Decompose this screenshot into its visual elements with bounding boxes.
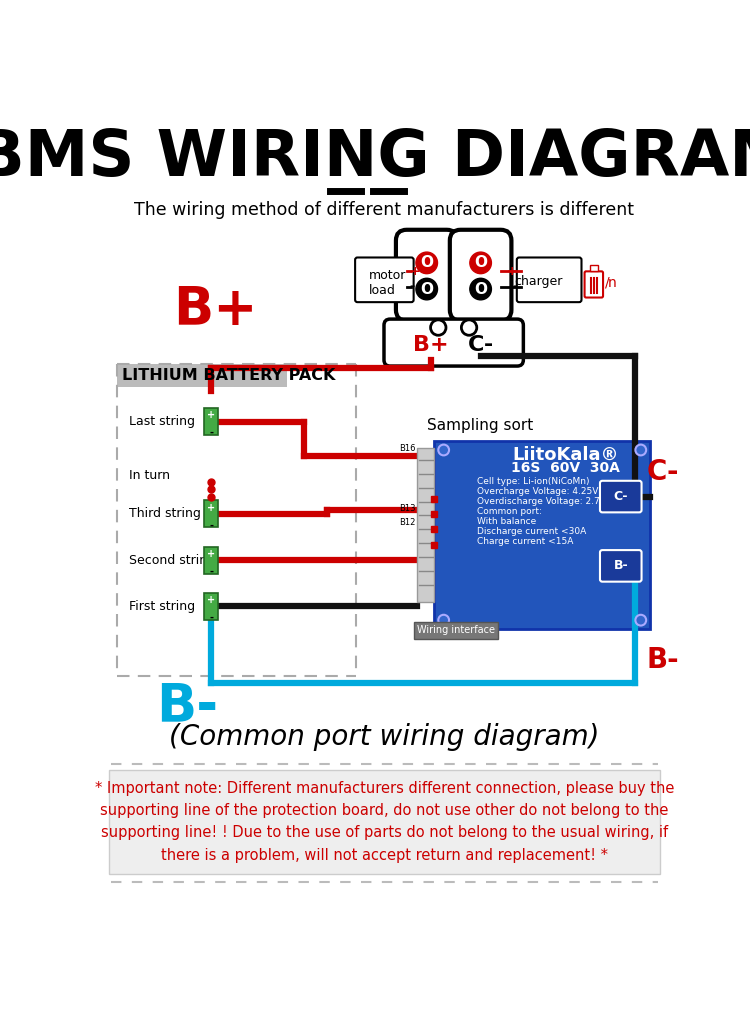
Bar	[590, 266, 598, 272]
Text: 16S  60V  30A: 16S 60V 30A	[511, 462, 620, 476]
Text: +: +	[207, 595, 215, 605]
Text: -: -	[209, 613, 213, 623]
Bar	[204, 408, 218, 435]
Circle shape	[470, 252, 491, 274]
Text: motor
load: motor load	[369, 269, 407, 297]
FancyBboxPatch shape	[450, 229, 512, 320]
Text: Common port:: Common port:	[477, 507, 542, 516]
Text: n: n	[608, 276, 616, 290]
Circle shape	[438, 615, 449, 625]
Bar	[204, 593, 218, 620]
Text: -: -	[512, 280, 517, 293]
Text: LiitoKala®: LiitoKala®	[512, 445, 619, 464]
Text: Third string: Third string	[129, 507, 200, 520]
Circle shape	[635, 615, 646, 625]
Text: * Important note: Different manufacturers different connection, please buy the
s: * Important note: Different manufacturer…	[94, 781, 674, 863]
Text: Overcharge Voltage: 4.25V: Overcharge Voltage: 4.25V	[477, 487, 598, 496]
Text: C-: C-	[646, 458, 679, 486]
Text: First string: First string	[129, 600, 195, 613]
Text: +: +	[410, 265, 421, 278]
Text: O: O	[474, 282, 488, 297]
Circle shape	[470, 279, 491, 300]
Text: O: O	[420, 256, 434, 271]
Text: Discharge current <30A: Discharge current <30A	[477, 527, 586, 536]
Text: B-: B-	[156, 681, 218, 732]
Text: O: O	[474, 256, 488, 271]
Circle shape	[438, 444, 449, 456]
Bar	[434, 440, 650, 629]
Text: (Common port wiring diagram): (Common port wiring diagram)	[170, 723, 600, 751]
Text: B13: B13	[399, 504, 416, 513]
Text: C-: C-	[467, 335, 494, 355]
Text: BMS WIRING DIAGRAM: BMS WIRING DIAGRAM	[0, 127, 750, 189]
Text: Wiring interface: Wiring interface	[417, 625, 495, 635]
Text: +: +	[207, 503, 215, 513]
Text: -: -	[209, 428, 213, 438]
Text: Charge current <15A: Charge current <15A	[477, 537, 573, 546]
Bar	[418, 448, 434, 602]
Text: +: +	[207, 410, 215, 420]
Text: charger: charger	[514, 275, 562, 288]
FancyBboxPatch shape	[600, 481, 641, 512]
FancyBboxPatch shape	[415, 622, 498, 638]
Circle shape	[635, 444, 646, 456]
FancyBboxPatch shape	[384, 319, 524, 366]
FancyBboxPatch shape	[396, 229, 458, 320]
Bar	[204, 546, 218, 574]
FancyBboxPatch shape	[517, 258, 581, 302]
Text: With balance: With balance	[477, 517, 536, 526]
Bar	[117, 364, 286, 387]
Text: B12: B12	[399, 518, 416, 527]
FancyBboxPatch shape	[109, 770, 660, 875]
Text: B+: B+	[413, 335, 448, 355]
Text: O: O	[420, 282, 434, 297]
Text: LITHIUM BATTERY PACK: LITHIUM BATTERY PACK	[122, 368, 335, 383]
Circle shape	[461, 320, 477, 335]
FancyBboxPatch shape	[600, 550, 641, 582]
Text: B-: B-	[646, 646, 679, 675]
Text: -: -	[410, 280, 415, 293]
Text: B+: B+	[172, 284, 257, 336]
Text: Cell type: Li-ion(NiCoMn): Cell type: Li-ion(NiCoMn)	[477, 477, 590, 486]
Text: In turn: In turn	[129, 469, 170, 482]
Circle shape	[416, 252, 437, 274]
Text: /: /	[605, 276, 610, 290]
Text: Sampling sort: Sampling sort	[427, 418, 533, 433]
FancyBboxPatch shape	[584, 272, 603, 298]
Text: -: -	[209, 567, 213, 577]
FancyBboxPatch shape	[355, 258, 414, 302]
Circle shape	[430, 320, 446, 335]
Text: The wiring method of different manufacturers is different: The wiring method of different manufactu…	[134, 201, 634, 218]
Text: +: +	[207, 549, 215, 559]
Text: B-: B-	[614, 559, 628, 572]
Text: -: -	[209, 520, 213, 530]
Text: +: +	[507, 265, 518, 278]
Text: B16: B16	[399, 444, 416, 452]
Text: C-: C-	[614, 490, 628, 503]
Text: Overdischarge Voltage: 2.75V: Overdischarge Voltage: 2.75V	[477, 497, 611, 506]
Text: Second string: Second string	[129, 553, 214, 567]
Bar	[204, 500, 218, 527]
Text: Last string: Last string	[129, 415, 195, 428]
Circle shape	[416, 279, 437, 300]
